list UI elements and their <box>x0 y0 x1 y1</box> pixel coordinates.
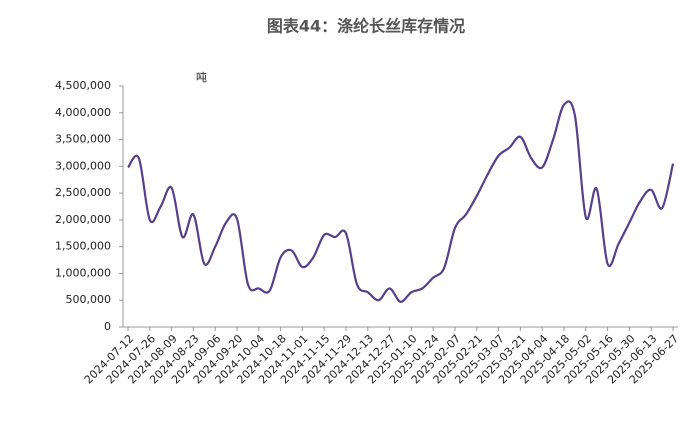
unit-label: 吨 <box>196 71 207 84</box>
y-tick-label: 500,000 <box>66 293 112 306</box>
y-tick-label: 3,500,000 <box>55 133 111 146</box>
y-tick-label: 4,500,000 <box>55 79 111 92</box>
y-tick-label: 2,000,000 <box>55 213 111 226</box>
chart-title: 图表44：涤纶长丝库存情况 <box>267 17 465 36</box>
y-tick-label: 3,000,000 <box>55 159 111 172</box>
y-tick-label: 2,500,000 <box>55 186 111 199</box>
y-tick-label: 1,500,000 <box>55 240 111 253</box>
y-tick-label: 4,000,000 <box>55 106 111 119</box>
y-tick-label: 0 <box>104 320 111 333</box>
series-line <box>127 100 675 303</box>
y-tick-label: 1,000,000 <box>55 266 111 279</box>
